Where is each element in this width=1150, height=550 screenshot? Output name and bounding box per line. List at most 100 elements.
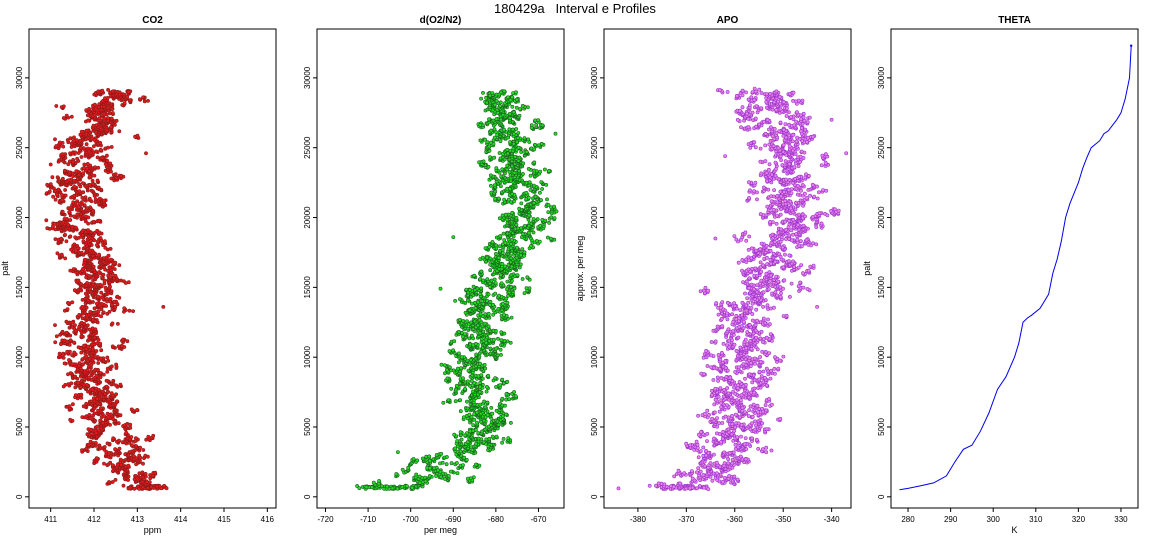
data-point [110, 344, 115, 349]
data-point [132, 486, 137, 491]
data-point [498, 234, 503, 238]
data-point [496, 255, 501, 260]
data-point [498, 184, 503, 189]
data-point [99, 301, 104, 306]
data-point [478, 277, 483, 282]
data-point [54, 104, 59, 108]
data-point [510, 104, 515, 109]
data-point [89, 363, 94, 367]
data-point [534, 239, 539, 243]
data-point [496, 306, 501, 311]
data-point [89, 399, 94, 404]
data-point [110, 480, 115, 484]
data-point [115, 294, 120, 299]
data-point [481, 278, 486, 283]
data-point [73, 393, 78, 398]
data-point [497, 244, 502, 249]
data-point [424, 454, 429, 459]
data-point [94, 386, 99, 391]
data-point [546, 235, 550, 240]
x-tick-label: 411 [44, 515, 57, 524]
data-point [52, 221, 57, 226]
data-point [491, 118, 496, 123]
data-point [77, 189, 82, 194]
data-point [458, 297, 462, 302]
data-point [91, 182, 96, 187]
data-point [134, 444, 139, 449]
data-point [493, 376, 498, 381]
data-point [47, 189, 52, 194]
x-tick-label: 413 [131, 515, 145, 524]
data-point [116, 344, 121, 349]
data-point [99, 406, 103, 411]
data-point [488, 183, 493, 188]
data-point [464, 399, 469, 404]
data-point [84, 128, 89, 133]
data-point [490, 240, 495, 244]
data-point [141, 448, 146, 452]
data-point [484, 389, 489, 394]
data-point [509, 315, 514, 320]
data-point [129, 443, 134, 448]
data-point [518, 107, 523, 111]
data-point [500, 301, 505, 306]
x-axis-label: ppm [144, 525, 162, 535]
data-point [106, 397, 111, 402]
data-point [505, 287, 509, 292]
data-point [105, 355, 110, 360]
data-point [385, 484, 390, 489]
data-point [488, 262, 493, 267]
data-point [80, 195, 85, 200]
data-point [492, 337, 496, 342]
data-point [91, 300, 95, 304]
data-point [89, 188, 94, 193]
data-point [417, 474, 422, 479]
data-point [95, 396, 100, 401]
data-point [92, 238, 97, 243]
data-point [480, 376, 485, 381]
data-point [97, 252, 102, 257]
data-point [81, 171, 86, 176]
data-point [108, 422, 112, 427]
data-point [485, 412, 490, 417]
x-tick-label: 416 [261, 515, 275, 524]
data-point [85, 281, 90, 285]
data-point [105, 297, 109, 301]
data-point [70, 300, 75, 305]
data-point [444, 455, 449, 459]
data-point [489, 190, 494, 195]
data-point [107, 309, 112, 314]
data-point [455, 366, 460, 371]
data-point [519, 150, 524, 154]
data-point [66, 300, 70, 305]
data-point [75, 156, 80, 161]
data-point [96, 185, 101, 190]
data-point [126, 280, 131, 285]
data-point [507, 116, 512, 121]
data-point [86, 344, 91, 349]
data-point [151, 433, 156, 438]
data-point [458, 449, 463, 454]
data-point [104, 384, 109, 389]
data-point [462, 455, 467, 460]
data-point [526, 166, 531, 171]
data-point [87, 182, 92, 187]
data-point [117, 129, 122, 134]
data-point [93, 355, 98, 359]
data-point [63, 168, 67, 173]
data-point [467, 308, 472, 313]
data-point [524, 286, 529, 291]
data-point [109, 116, 114, 121]
data-point [467, 412, 472, 417]
data-point [522, 291, 527, 296]
data-point [117, 438, 121, 443]
data-point [103, 391, 108, 396]
data-point [459, 355, 464, 360]
data-point [549, 215, 554, 220]
data-point [61, 144, 66, 149]
data-point [117, 90, 122, 95]
data-point [53, 197, 58, 202]
data-point [526, 195, 531, 200]
data-point [51, 194, 56, 199]
data-point [81, 239, 86, 244]
